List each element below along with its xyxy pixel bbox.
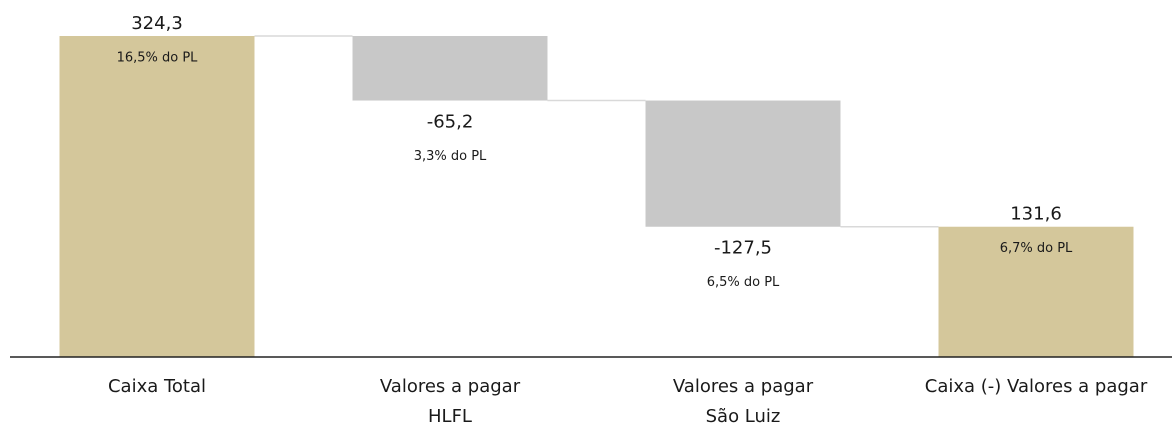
annotation: 3,3% do PL [414, 149, 487, 164]
category-label: Valores a pagar São Luiz [672, 376, 814, 427]
value-label: -127,5 [714, 238, 772, 259]
bar [59, 36, 255, 357]
value-label: -65,2 [427, 112, 474, 133]
category-label: Valores a pagar HLFL [379, 376, 521, 427]
annotation: 16,5% do PL [117, 51, 199, 66]
category-label: Caixa Total [107, 376, 207, 397]
value-label: 324,3 [131, 13, 183, 34]
category-label: Caixa (-) Valores a pagar [924, 376, 1148, 397]
bar [352, 36, 548, 101]
bar [938, 226, 1134, 357]
bar [645, 100, 841, 227]
annotation: 6,5% do PL [707, 275, 780, 290]
value-label: 131,6 [1010, 204, 1062, 225]
annotation: 6,7% do PL [1000, 241, 1073, 256]
